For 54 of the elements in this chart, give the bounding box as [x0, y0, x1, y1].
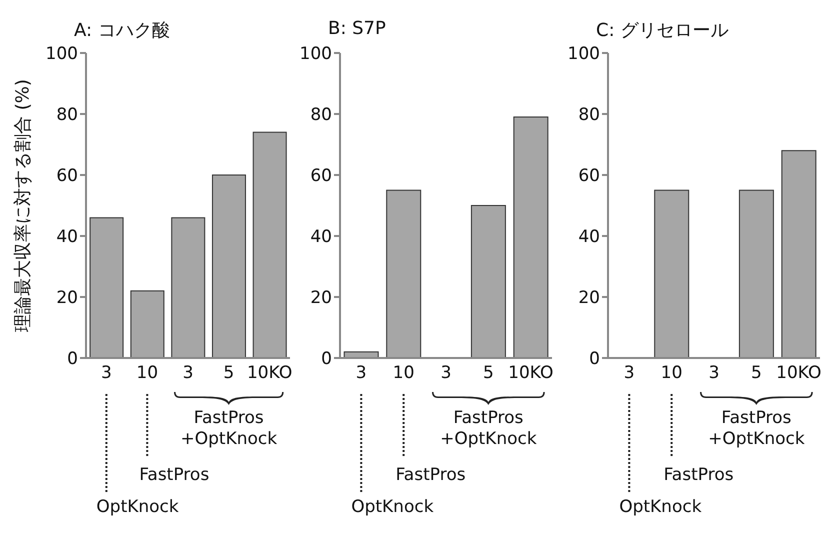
- chart-title: B: S7P: [328, 18, 386, 39]
- x-tick-label: 5: [482, 363, 494, 384]
- x-tick-label: 10: [660, 363, 682, 384]
- y-tick-label: 80: [56, 105, 78, 126]
- y-tick-label: 80: [578, 105, 600, 126]
- x-tick-label: 5: [223, 363, 234, 384]
- x-tick-label: 10: [392, 363, 414, 384]
- x-tick-label: 3: [182, 363, 194, 384]
- bar: [90, 217, 124, 358]
- y-tick-label: 100: [568, 44, 600, 64]
- text: FastPros: [139, 465, 210, 485]
- y-tick-label: 60: [310, 166, 332, 186]
- y-tick-label: 100: [300, 44, 332, 64]
- y-axis-title: 理論最大収率に対する割合 (%): [12, 79, 34, 332]
- x-tick-label: 10KO: [246, 363, 292, 384]
- y-tick-label: 100: [46, 44, 78, 64]
- x-tick-label: 10KO: [508, 363, 554, 384]
- x-tick-label: 10KO: [776, 363, 822, 384]
- y-tick-label: 0: [589, 349, 600, 370]
- text: FastPros +OptKnock: [180, 408, 278, 449]
- y-tick-label: 40: [310, 227, 332, 248]
- bar: [252, 132, 287, 358]
- bar: [386, 190, 422, 358]
- text: FastPros: [396, 465, 466, 485]
- text: FastPros +OptKnock: [708, 408, 805, 449]
- text: OptKnock: [351, 497, 434, 517]
- text: FastPros +OptKnock: [440, 408, 537, 449]
- y-tick-label: 20: [56, 288, 78, 308]
- text: OptKnock: [96, 497, 179, 517]
- y-tick-label: 20: [578, 288, 600, 308]
- y-tick-label: 80: [310, 105, 332, 126]
- y-tick-label: 60: [578, 166, 600, 186]
- x-tick-label: 3: [100, 363, 112, 384]
- bar: [212, 174, 246, 358]
- y-tick-label: 0: [321, 349, 332, 370]
- chart-title: A: コハク酸: [74, 19, 170, 42]
- bar: [513, 116, 548, 358]
- bar: [171, 217, 206, 358]
- y-tick-label: 60: [56, 166, 78, 186]
- x-tick-label: 3: [708, 363, 720, 384]
- x-tick-label: 3: [440, 363, 452, 384]
- y-tick-label: 20: [310, 288, 332, 308]
- bar: [470, 205, 506, 358]
- y-tick-label: 40: [56, 227, 78, 248]
- text: FastPros: [664, 465, 734, 485]
- x-tick-label: 5: [750, 363, 762, 384]
- x-tick-label: 10: [136, 363, 158, 384]
- bar: [130, 290, 164, 358]
- chart-title: C: グリセロール: [596, 19, 728, 42]
- x-tick-label: 3: [356, 363, 367, 384]
- x-tick-label: 3: [624, 363, 635, 384]
- text: OptKnock: [619, 497, 702, 517]
- y-tick-label: 0: [67, 349, 78, 370]
- y-tick-label: 40: [578, 227, 600, 248]
